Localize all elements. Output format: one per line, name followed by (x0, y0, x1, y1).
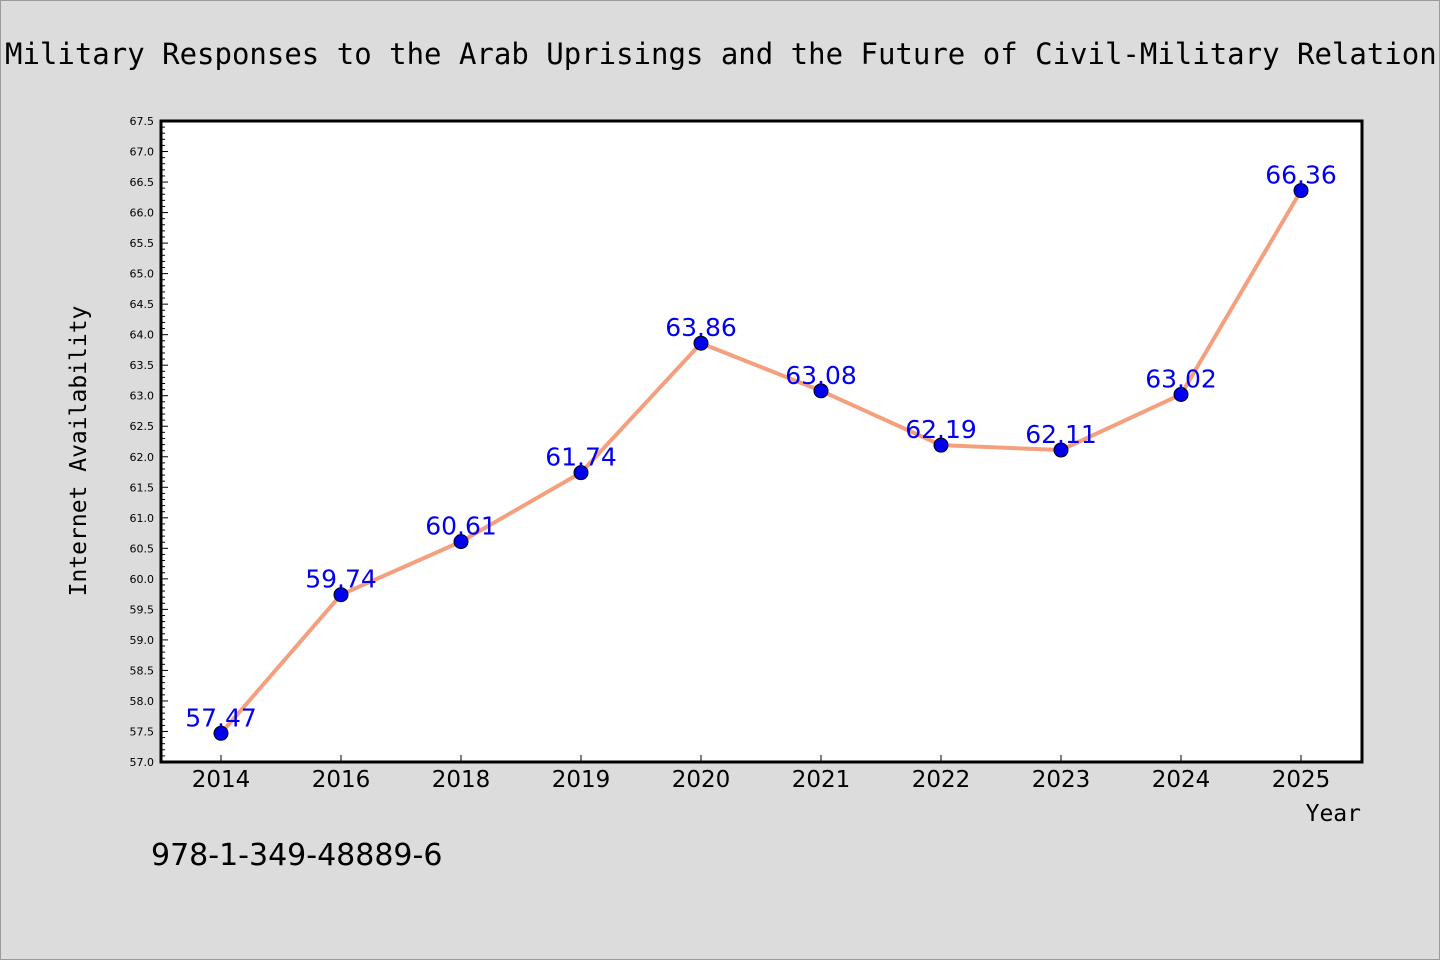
y-tick-label: 65.0 (130, 268, 155, 281)
y-tick-label: 64.0 (130, 329, 155, 342)
y-axis: 57.0 57.5 58.0 58.5 59.0 59.5 60.0 60.5 61.0 61.5… (130, 115, 168, 769)
data-point (213, 725, 229, 741)
y-tick-label: 60.5 (130, 542, 155, 555)
y-tick-label: 57.0 (130, 756, 155, 769)
x-tick-label: 2016 (312, 767, 371, 793)
data-point (1173, 386, 1189, 402)
y-tick-label: 59.0 (130, 634, 155, 647)
y-tick-label: 57.5 (130, 725, 155, 738)
data-label: 63.02 (1145, 364, 1217, 393)
y-tick-label: 59.5 (130, 603, 155, 616)
y-tick-label: 66.5 (130, 176, 155, 189)
x-tick-label: 2020 (672, 767, 731, 793)
series-line (219, 188, 1303, 736)
y-tick-label: 61.0 (130, 512, 155, 525)
x-tick-label: 2019 (552, 767, 611, 793)
data-label: 60.61 (425, 512, 497, 541)
y-tick-label: 65.5 (130, 237, 155, 250)
data-point (573, 465, 589, 481)
y-tick-label: 63.5 (130, 359, 155, 372)
y-tick-label: 58.5 (130, 664, 155, 677)
data-label: 59.74 (305, 565, 377, 594)
data-label: 62.19 (905, 415, 977, 444)
y-tick-label: 62.5 (130, 420, 155, 433)
x-tick-label: 2024 (1152, 767, 1211, 793)
data-point (453, 534, 469, 550)
chart-title: Military Responses to the Arab Uprisings… (5, 37, 1439, 71)
data-label: 63.08 (785, 361, 857, 390)
data-point (933, 437, 949, 453)
series-layer: 57.47 59.74 60.61 61.74 63.86 63.08 62.19 62.11… (185, 161, 1337, 741)
y-tick-label: 64.5 (130, 298, 155, 311)
y-tick-label: 67.0 (130, 146, 155, 159)
data-point (1293, 183, 1309, 199)
y-tick-label: 66.0 (130, 207, 155, 220)
data-label: 66.36 (1265, 161, 1337, 190)
data-point (333, 587, 349, 603)
x-tick-label: 2021 (792, 767, 851, 793)
x-axis-label: Year (1306, 801, 1361, 827)
plot-area (159, 119, 1364, 764)
x-tick-label: 2023 (1032, 767, 1091, 793)
y-tick-label: 58.0 (130, 695, 155, 708)
data-point (1053, 442, 1069, 458)
y-tick-label: 60.0 (130, 573, 155, 586)
data-label: 63.86 (665, 313, 737, 342)
isbn-text: 978-1-349-48889-6 (151, 838, 442, 873)
y-axis-label: Internet Availability (66, 306, 92, 597)
x-axis: 2014 2016 2018 2019 2020 2021 2022 2023 2024 2025 (192, 755, 1331, 793)
x-tick-label: 2022 (912, 767, 971, 793)
data-label: 61.74 (545, 443, 617, 472)
data-label: 62.11 (1025, 420, 1097, 449)
y-tick-label: 61.5 (130, 481, 155, 494)
x-tick-label: 2014 (192, 767, 251, 793)
y-tick-label: 62.0 (130, 451, 155, 464)
x-tick-label: 2025 (1272, 767, 1331, 793)
data-point (813, 383, 829, 399)
data-point (693, 335, 709, 351)
data-label: 57.47 (185, 703, 257, 732)
y-tick-label: 67.5 (130, 115, 155, 128)
y-tick-label: 63.0 (130, 390, 155, 403)
x-tick-label: 2018 (432, 767, 491, 793)
